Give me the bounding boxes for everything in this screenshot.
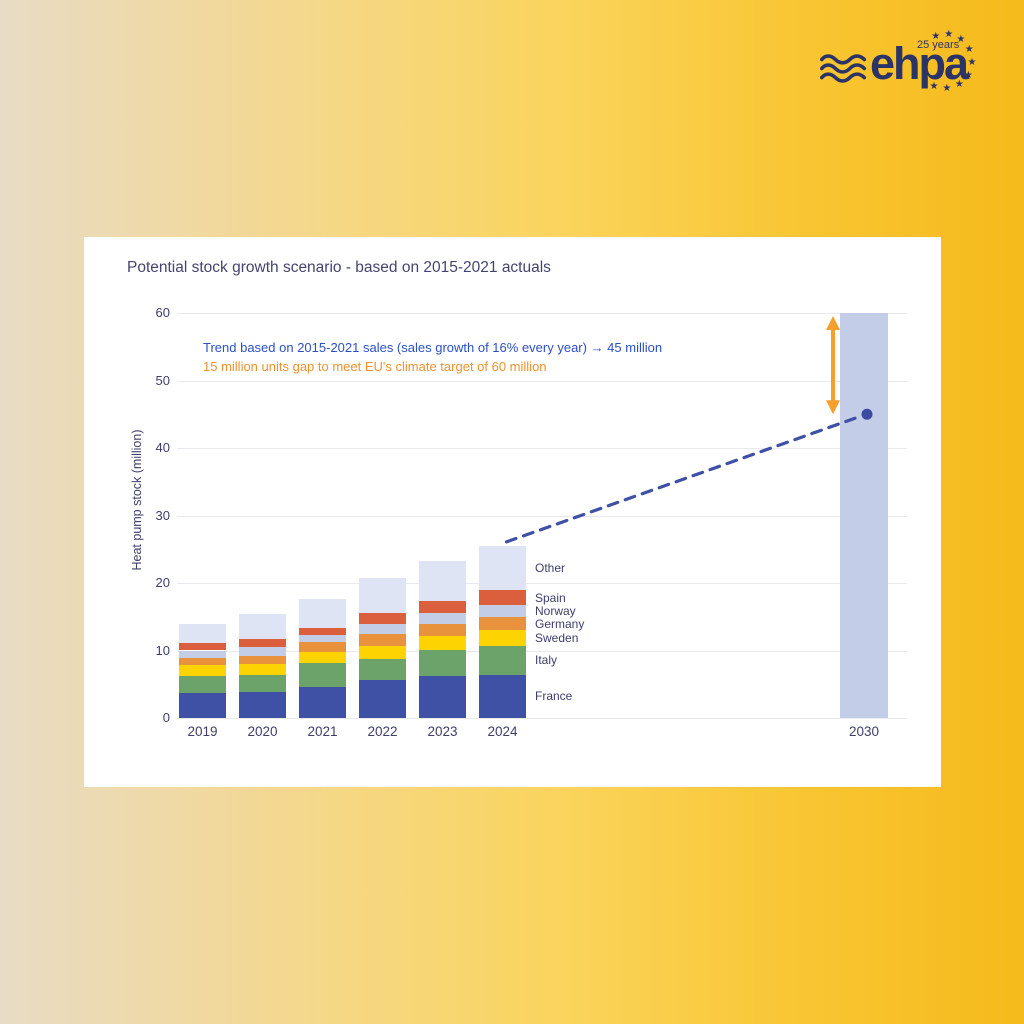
- bar-segment-other-2024: [479, 545, 526, 591]
- y-tick-label: 30: [155, 507, 170, 523]
- annotation-trend: Trend based on 2015-2021 sales (sales gr…: [203, 340, 663, 355]
- y-axis-title: Heat pump stock (million): [130, 429, 144, 571]
- bar-segment-france-2023: [419, 676, 466, 718]
- bar-segment-italy-2024: [479, 645, 526, 675]
- bar-segment-norway-2023: [419, 612, 466, 625]
- bar-segment-sweden-2023: [419, 636, 466, 650]
- legend-label-norway: Norway: [535, 604, 576, 619]
- eu-star-icon: ★: [944, 29, 954, 41]
- bar-segment-spain-2021: [299, 627, 346, 635]
- y-tick-label: 20: [155, 575, 170, 590]
- gridline-10: [177, 650, 907, 652]
- bar-segment-italy-2019: [179, 676, 226, 694]
- gridline-20: [177, 583, 907, 584]
- legend-label-italy: Italy: [535, 653, 558, 668]
- eu-star-icon: ★: [954, 78, 964, 90]
- bar-segment-other-2021: [299, 598, 346, 628]
- bar-segment-france-2019: [179, 693, 226, 718]
- gridline-40: [177, 448, 907, 449]
- chart-title: Potential stock growth scenario - based …: [127, 259, 551, 276]
- bar-segment-norway-2022: [359, 623, 406, 635]
- x-axis-label-2024: 2024: [487, 724, 518, 739]
- gridline-50: [177, 380, 907, 382]
- eu-star-icon: ★: [956, 34, 966, 46]
- y-tick-label: 40: [155, 440, 170, 455]
- x-axis-label-2019: 2019: [187, 724, 218, 739]
- bar-segment-sweden-2021: [299, 651, 346, 663]
- eu-star-icon: ★: [942, 82, 952, 94]
- eu-star-icon: ★: [963, 69, 973, 81]
- bar-segment-sweden-2024: [479, 629, 526, 646]
- legend-label-spain: Spain: [535, 590, 566, 605]
- bar-segment-norway-2020: [239, 647, 286, 656]
- legend-label-sweden: Sweden: [535, 630, 579, 645]
- ehpa-wordmark: ehpa: [870, 38, 969, 89]
- eu-star-icon: ★: [929, 80, 939, 92]
- bar-segment-germany-2020: [239, 655, 286, 664]
- ehpa-logo: ehpa 25 years ★ ★ ★ ★ ★ ★ ★ ★ ★: [818, 28, 998, 106]
- bar-segment-norway-2024: [479, 605, 526, 618]
- trend-dashed-line: [504, 416, 857, 544]
- bar-segment-norway-2021: [299, 634, 346, 643]
- x-axis-label-2021: 2021: [307, 724, 338, 739]
- bar-segment-italy-2020: [239, 675, 286, 692]
- bar-segment-france-2021: [299, 686, 346, 718]
- bar-segment-other-2020: [239, 614, 286, 640]
- bar-segment-france-2020: [239, 691, 286, 718]
- bar-segment-spain-2020: [239, 639, 286, 648]
- bar-segment-other-2022: [359, 578, 406, 614]
- target-bar-2030: [840, 313, 888, 718]
- legend-label-france: France: [535, 689, 573, 704]
- eu-star-icon: ★: [964, 44, 974, 56]
- bar-segment-other-2023: [419, 560, 466, 601]
- bar-segment-germany-2021: [299, 642, 346, 652]
- annotation-gap: 15 million units gap to meet EU's climat…: [203, 359, 547, 374]
- bar-segment-germany-2019: [179, 657, 226, 666]
- bar-segment-italy-2022: [359, 658, 406, 680]
- bar-segment-other-2019: [179, 624, 226, 644]
- y-tick-label: 50: [155, 372, 170, 388]
- bar-segment-sweden-2020: [239, 664, 286, 676]
- gridline-30: [177, 515, 907, 517]
- ehpa-waves-icon: [820, 54, 867, 83]
- x-axis-label-2023: 2023: [427, 724, 458, 739]
- chart-card: Potential stock growth scenario - based …: [84, 237, 941, 787]
- bar-segment-sweden-2022: [359, 645, 406, 659]
- gap-arrow: [826, 316, 840, 415]
- legend-label-germany: Germany: [535, 616, 585, 631]
- bar-segment-spain-2024: [479, 590, 526, 606]
- y-tick-label: 10: [155, 642, 170, 658]
- y-tick-label: 60: [155, 305, 170, 320]
- bar-segment-spain-2022: [359, 613, 406, 624]
- x-axis-label-2030: 2030: [848, 724, 880, 739]
- x-axis-label-2020: 2020: [247, 724, 278, 739]
- logo-25-years-label: 25 years: [917, 39, 960, 51]
- x-axis-label-2022: 2022: [367, 724, 398, 739]
- gridline-0: [177, 718, 907, 719]
- bar-segment-germany-2024: [479, 617, 526, 630]
- bar-segment-sweden-2019: [179, 665, 226, 677]
- eu-star-icon: ★: [967, 56, 977, 68]
- bar-segment-france-2024: [479, 674, 526, 718]
- bar-segment-italy-2023: [419, 649, 466, 677]
- bar-segment-norway-2019: [179, 650, 226, 658]
- bar-segment-spain-2019: [179, 643, 226, 651]
- legend-label-other: Other: [535, 561, 566, 576]
- y-tick-label: 0: [162, 710, 170, 725]
- gridline-60: [177, 313, 907, 314]
- bar-segment-italy-2021: [299, 662, 346, 687]
- bar-segment-germany-2022: [359, 634, 406, 646]
- bar-segment-france-2022: [359, 679, 406, 718]
- bar-segment-germany-2023: [419, 624, 466, 637]
- eu-star-icon: ★: [931, 30, 941, 42]
- bar-segment-spain-2023: [419, 600, 466, 613]
